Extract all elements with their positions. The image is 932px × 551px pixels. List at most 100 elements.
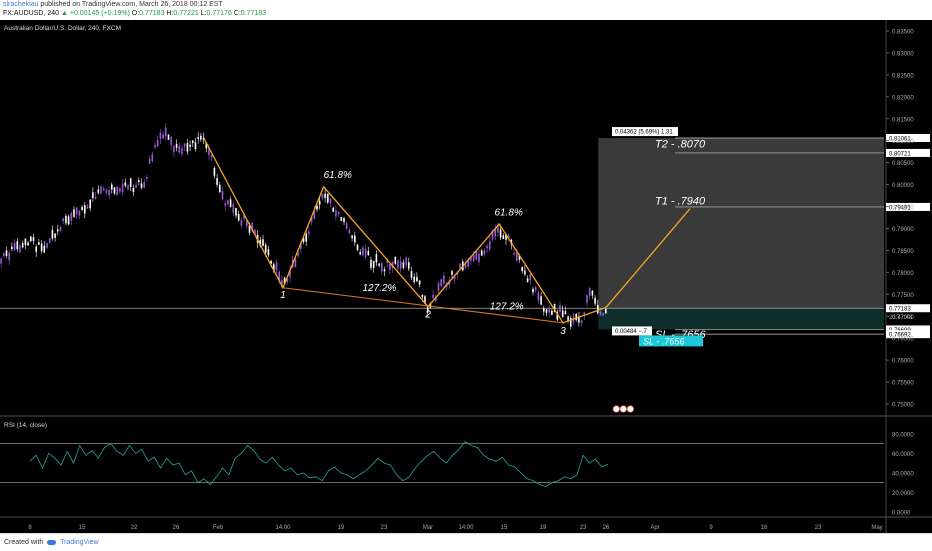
triangle-up-icon: ▲	[60, 10, 68, 17]
candle-body	[273, 264, 275, 272]
candle-body	[561, 310, 564, 318]
price-tick-label: 0.82000	[892, 95, 914, 101]
candle-body	[140, 183, 143, 188]
candle-body	[205, 142, 208, 149]
candle-body	[532, 288, 534, 293]
candle-body	[578, 316, 580, 323]
time-tick-label: Mar	[423, 525, 433, 531]
candle-body	[497, 224, 499, 233]
candle-body	[399, 261, 402, 269]
candle-body	[540, 296, 542, 305]
price-tick-label: 0.82500	[892, 73, 914, 79]
candle-body	[426, 306, 429, 313]
stop-tag-label: SL - .7656	[643, 336, 684, 346]
ohlc-high-label: H:	[166, 10, 174, 17]
current-price-tag	[886, 304, 930, 313]
candle-body	[8, 252, 10, 261]
candle-body	[364, 248, 367, 258]
candle-body	[470, 257, 472, 261]
candle-body	[243, 214, 245, 219]
candle-body	[300, 242, 302, 249]
candle-body	[332, 207, 334, 212]
level-price-tag	[886, 134, 930, 143]
created-with-text: Created with	[4, 539, 44, 546]
candle-body	[105, 190, 108, 193]
candle-body	[27, 242, 29, 246]
price-chart-svg[interactable]: 0.810610.807210.794910.766990.766920.771…	[0, 20, 932, 533]
candle-body	[100, 186, 102, 194]
candle-body	[597, 304, 599, 313]
pattern-annotation: T2 - .8070	[655, 138, 706, 150]
price-tick-label: 0.83000	[892, 51, 914, 57]
candle-body	[564, 311, 567, 315]
candle-body	[84, 205, 86, 214]
candle-body	[235, 208, 237, 216]
economic-event-icon[interactable]	[612, 405, 621, 413]
candle-body	[65, 215, 67, 224]
ohlc-open: 0.77183	[139, 10, 165, 17]
candle-body	[575, 314, 577, 320]
candle-body	[313, 211, 316, 219]
candle-body	[351, 235, 353, 239]
candle-body	[586, 295, 588, 303]
time-tick-label: 14:00	[458, 525, 474, 531]
candle-body	[329, 198, 332, 204]
candle-body	[435, 296, 437, 301]
time-tick-label: 16	[761, 525, 768, 531]
candle-body	[305, 233, 307, 242]
time-tick-label: 15	[501, 525, 508, 531]
economic-event-icon[interactable]	[626, 405, 635, 413]
target-info-label: 0.04362 (5.69%) 1.31	[615, 130, 673, 136]
chart-area[interactable]: 0.810610.807210.794910.766990.766920.771…	[0, 20, 932, 533]
main-legend: Australian Dollar/U.S. Dollar, 240, FXCM	[4, 25, 121, 32]
candle-body	[208, 147, 210, 156]
level-price-label: 0.76692	[889, 333, 911, 339]
economic-event-icon[interactable]	[619, 405, 628, 413]
candle-body	[521, 266, 523, 272]
candle-body	[57, 229, 59, 232]
candle-body	[67, 216, 70, 225]
candle-body	[321, 193, 324, 199]
candle-body	[40, 243, 43, 252]
rsi-line	[29, 441, 609, 488]
candle-body	[281, 279, 283, 287]
candle-body	[410, 271, 413, 278]
price-tick-label: 0.79500	[892, 205, 914, 211]
candle-body	[200, 135, 202, 140]
candle-body	[275, 262, 278, 271]
candle-body	[73, 209, 75, 217]
price-tick-label: 0.75000	[892, 403, 914, 409]
candle-body	[254, 229, 256, 235]
candle-body	[51, 229, 54, 239]
candle-body	[154, 145, 156, 148]
candle-body	[389, 263, 391, 271]
level-price-tag	[886, 330, 930, 339]
candle-body	[567, 316, 569, 322]
candle-body	[453, 276, 456, 280]
candle-body	[418, 280, 421, 285]
candle-body	[181, 148, 183, 155]
candle-body	[132, 188, 135, 193]
candle-body	[483, 250, 486, 255]
candle-body	[129, 178, 132, 188]
publisher-link[interactable]: slrachekiau	[3, 1, 39, 8]
current-price-label: 0.77183	[889, 307, 911, 313]
time-tick-label: 15	[79, 525, 86, 531]
candle-body	[494, 228, 496, 237]
candle-body	[119, 188, 121, 192]
candle-body	[183, 143, 186, 147]
level-price-label: 0.79491	[889, 205, 911, 211]
candle-body	[43, 245, 46, 253]
candle-body	[81, 206, 83, 210]
candle-body	[551, 310, 553, 315]
candle-body	[472, 254, 475, 261]
time-tick-label: 26	[173, 525, 180, 531]
time-tick-label: 8	[28, 525, 32, 531]
tradingview-brand-link[interactable]: TradingView	[60, 539, 99, 546]
candle-body	[156, 140, 159, 147]
price-change: +0.00145 (+0.19%)	[67, 10, 130, 17]
candle-body	[505, 234, 507, 240]
candle-body	[32, 237, 35, 242]
rsi-tick-label: 80.0000	[892, 432, 914, 438]
candle-body	[38, 242, 40, 245]
